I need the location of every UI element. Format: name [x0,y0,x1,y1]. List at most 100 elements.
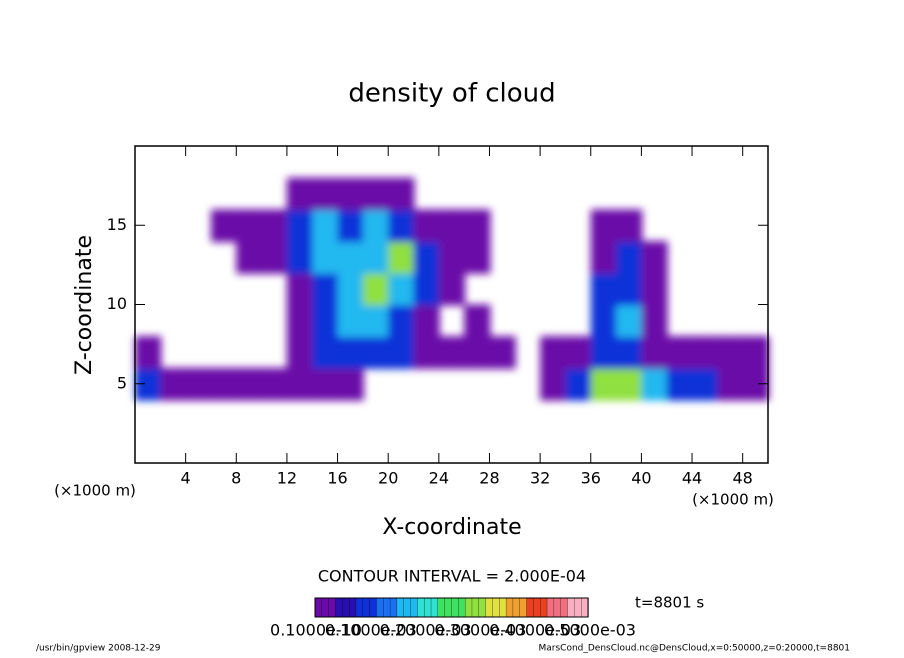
colorbar-swatch [458,597,466,618]
colorbar-swatch [417,597,425,618]
field-cell [312,367,339,401]
field-cell [565,336,592,369]
field-cell [362,241,390,274]
field-cell [590,304,618,338]
field-cell [388,209,415,243]
field-cell [286,209,314,243]
colorbar-swatch [424,597,432,618]
field-cell [388,241,415,274]
field-cell [312,241,339,274]
field-cell [261,241,288,274]
field-cell [540,367,567,401]
colorbar-swatch [567,597,576,618]
field-cell [717,336,744,369]
field-cell [413,336,440,369]
x-tick-label: 8 [231,469,241,488]
colorbar-swatch [410,597,419,618]
colorbar-swatch [335,597,343,618]
colorbar-label: 0.3000e-03 [434,621,526,640]
field-cell [616,367,643,401]
field-cell [312,272,339,306]
colorbar-swatch [355,597,364,618]
field [135,177,769,401]
x-tick-label: 32 [530,469,550,488]
chart-title: density of cloud [348,79,555,109]
field-cell [312,209,339,243]
field-cell [464,336,491,369]
footer-left: /usr/bin/gpview 2008-12-29 [36,644,161,654]
field-cell [337,177,364,211]
field-cell [337,367,364,401]
field-cell [565,367,592,401]
colorbar-swatch [581,597,589,618]
field-cell [666,367,694,401]
colorbar-label: 0.4000e-03 [489,621,581,640]
field-cell [413,304,440,338]
field-cell [337,272,364,306]
field-cell [616,272,643,306]
colorbar-swatch [560,597,569,618]
y-tick-label: 5 [117,373,127,392]
field-cell [590,241,618,274]
colorbar-swatch [444,597,453,618]
field-cell [413,272,440,306]
field-cell [362,336,390,369]
colorbar-swatch [437,597,446,618]
field-cell [438,336,466,369]
x-tick-label: 12 [277,469,297,488]
field-cell [261,209,288,243]
colorbar-swatch [478,597,487,618]
field-cell [388,272,415,306]
field-cell [590,336,618,369]
field-cell [337,336,364,369]
y-tick-label: 15 [107,215,127,234]
x-tick-label: 48 [733,469,753,488]
field-cell [210,367,238,401]
colorbar-swatch [383,597,391,618]
colorbar-label: 0.5000e-03 [544,621,636,640]
colorbar-swatch [471,597,480,618]
field-cell [286,241,314,274]
colorbar-swatch [485,597,494,618]
field-cell [489,336,516,369]
field-cell [236,367,263,401]
colorbar-swatch [526,597,535,618]
field-cell [337,209,364,243]
field-cell [261,367,288,401]
field-cell [160,367,187,401]
colorbar-swatch [376,597,384,618]
field-cell [312,177,339,211]
field-cell [590,209,618,243]
field-cell [616,304,643,338]
colorbar-label: 0.1000e-03 [325,621,417,640]
field-cell [692,336,719,369]
field-cell [464,241,491,274]
field-cell [236,209,263,243]
y-axis-label: Z-coordinate [72,235,97,375]
field-cell [388,304,415,338]
field-cell [312,336,339,369]
time-label: t=8801 s [635,594,704,612]
field-cell [185,367,212,401]
colorbar-swatch [403,597,412,618]
colorbar-swatch [328,597,337,618]
field-cell [464,209,491,243]
field-cell [236,241,263,274]
field-cell [362,177,390,211]
footer-right: MarsCond_DensCloud.nc@DensCloud,x=0:5000… [539,644,851,654]
field-cell [616,336,643,369]
field-cell [337,304,364,338]
field-cell [641,336,668,369]
colorbar-swatch [362,597,371,618]
field-cell [641,272,668,306]
field-cell [286,272,314,306]
colorbar-swatch [369,597,378,618]
colorbar-swatch [540,597,548,618]
field-cell [438,209,466,243]
x-tick-label: 24 [429,469,449,488]
field-cell [362,272,390,306]
field-cell [312,304,339,338]
field-cell [286,336,314,369]
field-cell [286,177,314,211]
